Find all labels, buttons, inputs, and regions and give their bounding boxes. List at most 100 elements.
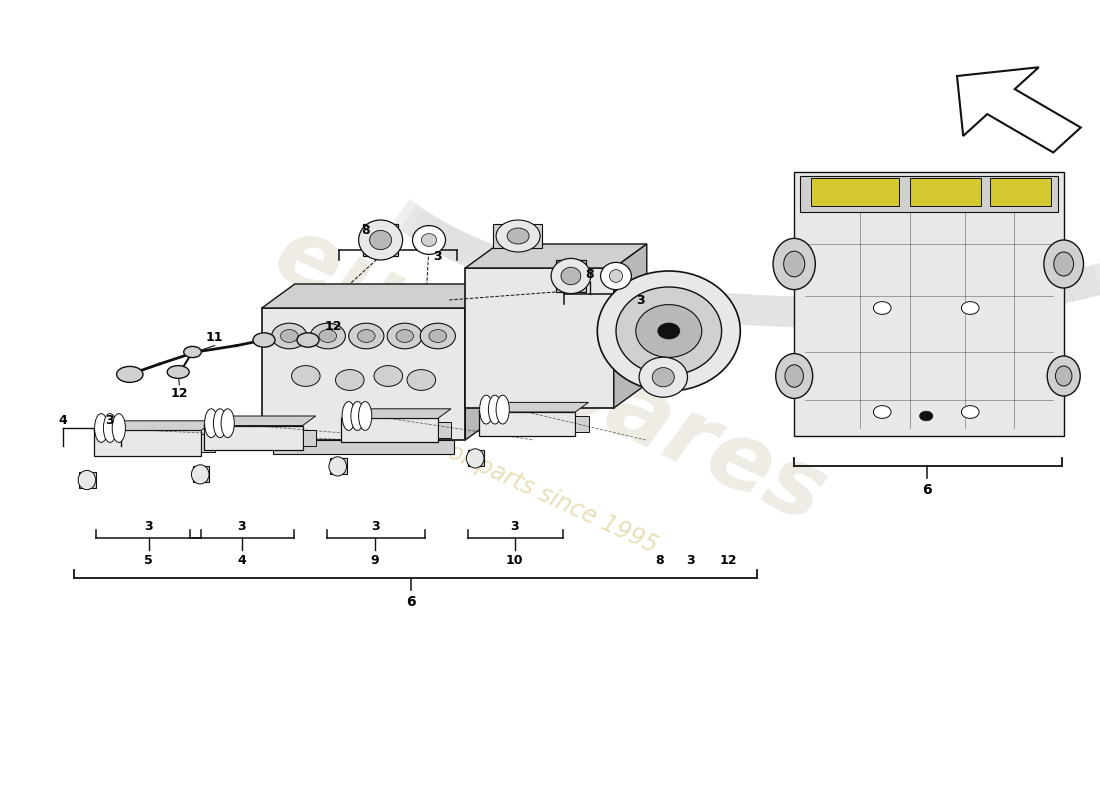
Ellipse shape bbox=[601, 262, 631, 290]
Bar bbox=[478, 412, 575, 436]
Ellipse shape bbox=[184, 346, 201, 358]
Text: 10: 10 bbox=[506, 554, 524, 566]
Ellipse shape bbox=[639, 357, 688, 398]
Ellipse shape bbox=[609, 270, 623, 282]
Bar bbox=[192, 466, 209, 482]
Ellipse shape bbox=[412, 226, 446, 254]
Bar bbox=[493, 224, 542, 248]
Bar bbox=[330, 458, 346, 474]
Bar bbox=[794, 172, 1064, 436]
Bar bbox=[363, 224, 398, 256]
Text: 3: 3 bbox=[144, 520, 153, 533]
Ellipse shape bbox=[1054, 252, 1074, 276]
Ellipse shape bbox=[191, 465, 209, 484]
Polygon shape bbox=[465, 244, 647, 268]
Ellipse shape bbox=[658, 323, 680, 339]
Ellipse shape bbox=[420, 323, 455, 349]
Ellipse shape bbox=[783, 251, 805, 277]
Ellipse shape bbox=[370, 230, 392, 250]
Bar bbox=[341, 418, 438, 442]
Ellipse shape bbox=[205, 409, 218, 438]
Bar bbox=[556, 260, 586, 292]
Polygon shape bbox=[341, 409, 451, 418]
Ellipse shape bbox=[961, 406, 979, 418]
Text: a passion for parts since 1995: a passion for parts since 1995 bbox=[328, 386, 662, 558]
Bar bbox=[468, 450, 484, 466]
Text: 8: 8 bbox=[361, 224, 370, 237]
Bar bbox=[302, 430, 316, 446]
Ellipse shape bbox=[873, 302, 891, 314]
Text: 12: 12 bbox=[719, 554, 737, 566]
Ellipse shape bbox=[359, 402, 372, 430]
Text: 6: 6 bbox=[407, 595, 416, 610]
Ellipse shape bbox=[342, 402, 355, 430]
Polygon shape bbox=[957, 67, 1080, 153]
Ellipse shape bbox=[597, 271, 740, 391]
Ellipse shape bbox=[616, 287, 722, 375]
Text: eurospares: eurospares bbox=[260, 208, 840, 544]
Ellipse shape bbox=[78, 470, 96, 490]
Bar bbox=[990, 178, 1050, 206]
Ellipse shape bbox=[429, 330, 447, 342]
Ellipse shape bbox=[1047, 356, 1080, 396]
Ellipse shape bbox=[496, 220, 540, 252]
Bar bbox=[800, 176, 1058, 212]
Ellipse shape bbox=[374, 366, 403, 386]
Ellipse shape bbox=[785, 365, 803, 387]
Ellipse shape bbox=[310, 323, 345, 349]
Ellipse shape bbox=[253, 333, 275, 347]
Ellipse shape bbox=[396, 330, 414, 342]
Bar bbox=[201, 434, 214, 452]
Bar bbox=[273, 440, 454, 454]
Ellipse shape bbox=[496, 395, 509, 424]
Text: 3: 3 bbox=[238, 520, 246, 533]
Ellipse shape bbox=[776, 354, 813, 398]
Polygon shape bbox=[94, 421, 214, 430]
Ellipse shape bbox=[920, 411, 933, 421]
Text: 5: 5 bbox=[144, 554, 153, 566]
Bar bbox=[438, 422, 451, 438]
Ellipse shape bbox=[351, 402, 364, 430]
Ellipse shape bbox=[112, 414, 125, 442]
Text: 3: 3 bbox=[433, 250, 442, 262]
Bar bbox=[262, 308, 465, 440]
Ellipse shape bbox=[652, 368, 674, 387]
Text: 6: 6 bbox=[923, 483, 932, 498]
Bar bbox=[465, 268, 614, 408]
Text: 8: 8 bbox=[656, 554, 664, 566]
Ellipse shape bbox=[117, 366, 143, 382]
Ellipse shape bbox=[961, 302, 979, 314]
Ellipse shape bbox=[873, 406, 891, 418]
Ellipse shape bbox=[297, 333, 319, 347]
Bar bbox=[575, 416, 589, 432]
Ellipse shape bbox=[387, 323, 422, 349]
Ellipse shape bbox=[488, 395, 502, 424]
Ellipse shape bbox=[359, 220, 403, 260]
Polygon shape bbox=[478, 402, 588, 412]
Ellipse shape bbox=[407, 370, 436, 390]
Ellipse shape bbox=[773, 238, 815, 290]
Ellipse shape bbox=[103, 414, 117, 442]
Ellipse shape bbox=[329, 457, 346, 476]
Bar bbox=[811, 178, 899, 206]
Ellipse shape bbox=[507, 228, 529, 244]
Ellipse shape bbox=[561, 267, 581, 285]
Ellipse shape bbox=[466, 449, 484, 468]
Ellipse shape bbox=[358, 330, 375, 342]
Text: 3: 3 bbox=[371, 520, 380, 533]
Text: 3: 3 bbox=[686, 554, 695, 566]
Ellipse shape bbox=[167, 366, 189, 378]
Ellipse shape bbox=[213, 409, 227, 438]
Ellipse shape bbox=[221, 409, 234, 438]
Polygon shape bbox=[614, 244, 647, 408]
Ellipse shape bbox=[336, 370, 364, 390]
Text: 3: 3 bbox=[106, 414, 114, 426]
Text: 12: 12 bbox=[324, 320, 342, 333]
Text: 3: 3 bbox=[636, 294, 645, 306]
Text: 8: 8 bbox=[585, 268, 594, 281]
Ellipse shape bbox=[95, 414, 108, 442]
Text: 11: 11 bbox=[206, 331, 223, 344]
Ellipse shape bbox=[272, 323, 307, 349]
Text: 4: 4 bbox=[58, 414, 67, 426]
Ellipse shape bbox=[421, 234, 437, 246]
